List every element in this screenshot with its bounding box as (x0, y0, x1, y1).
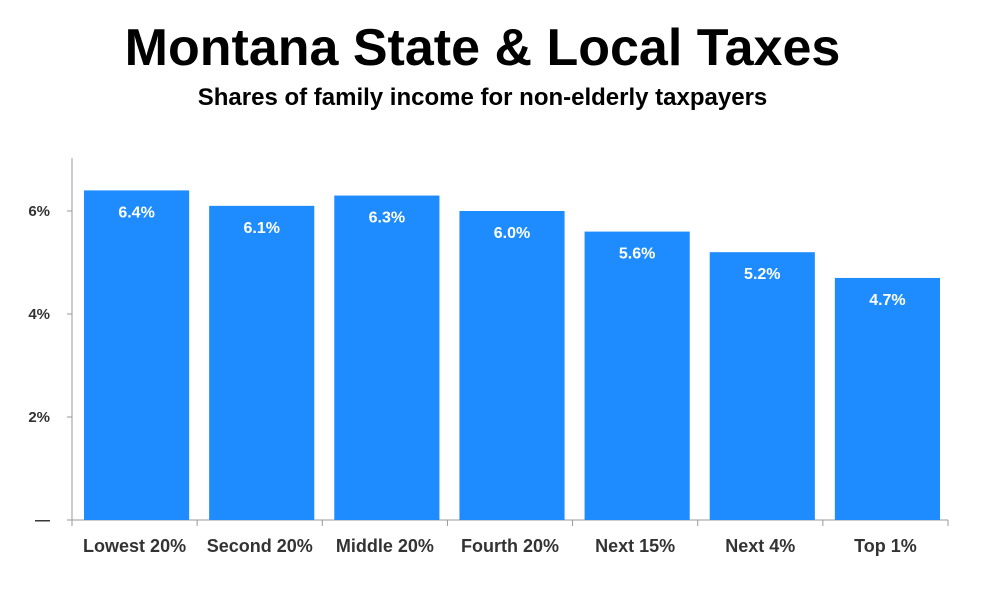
x-tick-label: Next 15% (595, 536, 675, 556)
x-tick-label: Second 20% (207, 536, 313, 556)
x-tick-label: Next 4% (725, 536, 795, 556)
chart-title: Montana State & Local Taxes (124, 19, 841, 77)
x-tick-label: Top 1% (854, 536, 917, 556)
bar (459, 211, 565, 520)
bar (334, 195, 440, 521)
bar (584, 231, 690, 520)
data-label: 6.0% (494, 225, 530, 242)
y-tick-label: — (35, 512, 50, 529)
data-label: 6.4% (118, 204, 154, 221)
x-tick-label: Fourth 20% (461, 536, 559, 556)
y-tick-label: 4% (28, 306, 50, 323)
data-label: 4.7% (869, 292, 905, 309)
y-tick-label: 6% (28, 203, 50, 220)
data-label: 6.3% (369, 210, 405, 227)
y-tick-label: 2% (28, 409, 50, 426)
bar (709, 252, 815, 520)
x-tick-label: Lowest 20% (83, 536, 186, 556)
data-label: 5.2% (744, 266, 780, 283)
x-tick-label: Middle 20% (336, 536, 434, 556)
data-label: 5.6% (619, 246, 655, 263)
bar (84, 190, 190, 520)
chart-subtitle: Shares of family income for non-elderly … (197, 84, 768, 111)
bar (209, 205, 315, 520)
bar (834, 277, 940, 520)
data-label: 6.1% (243, 220, 279, 237)
